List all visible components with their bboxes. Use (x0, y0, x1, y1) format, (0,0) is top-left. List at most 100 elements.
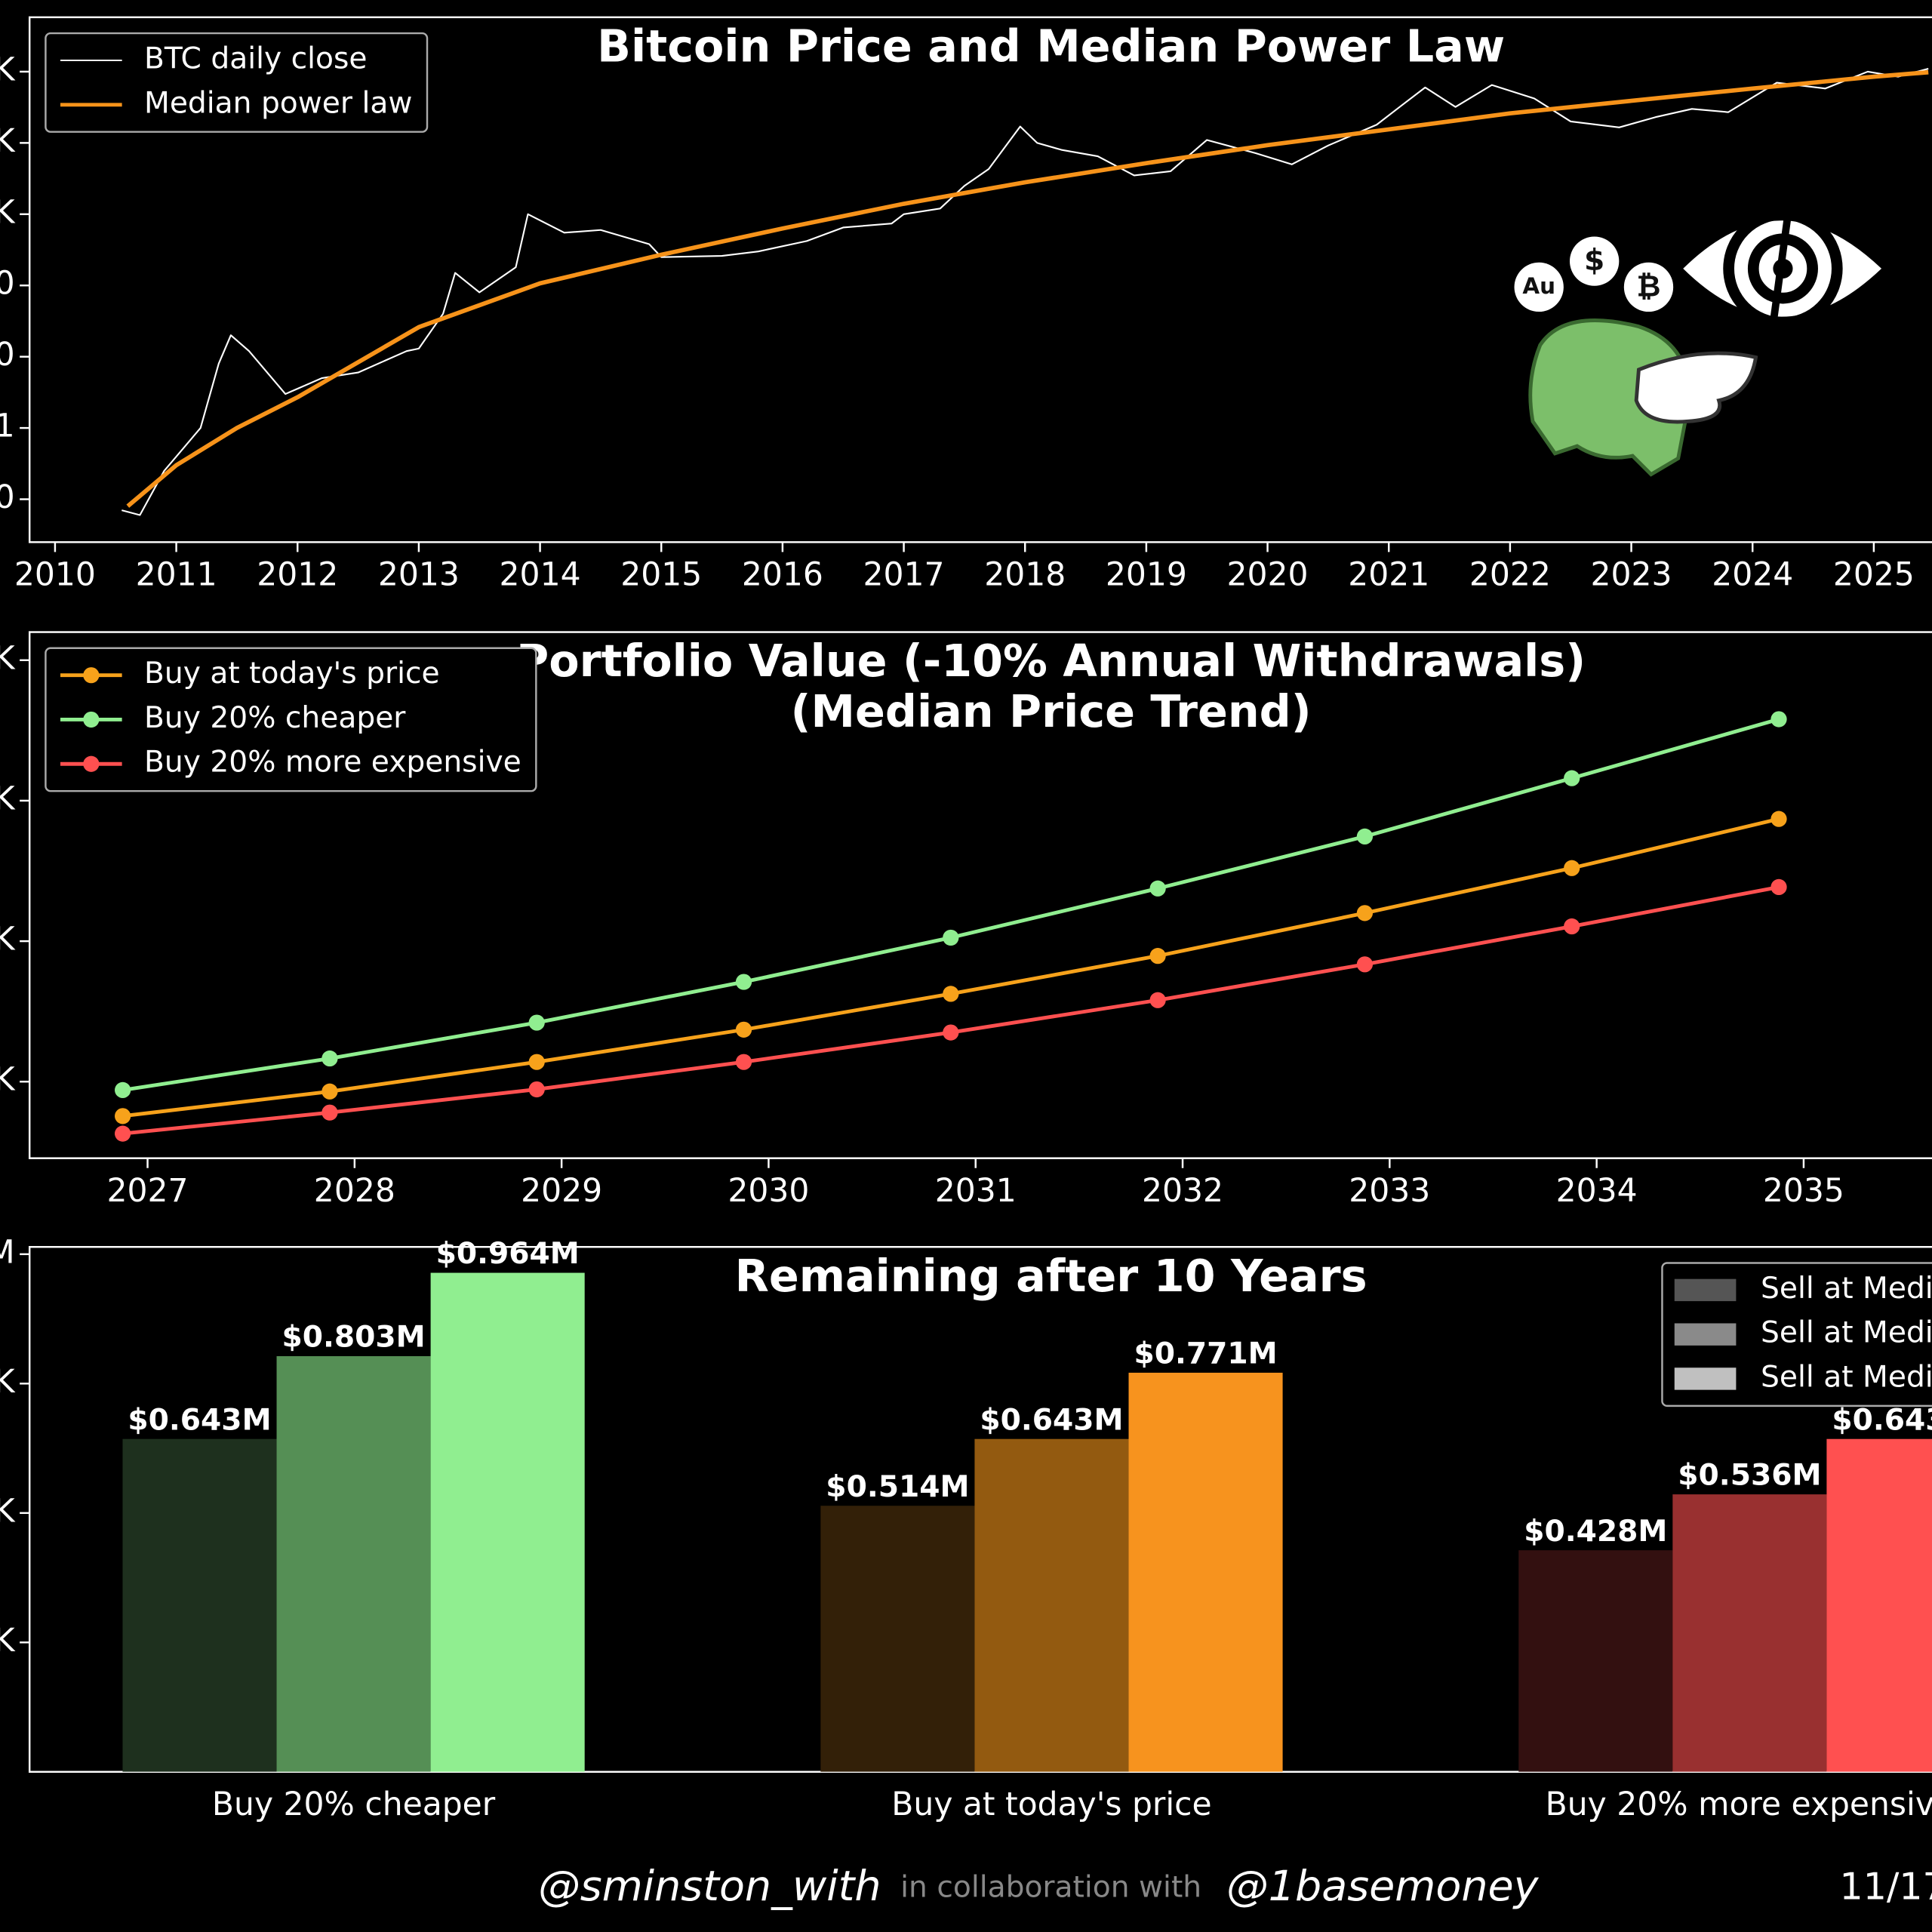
x-tick-label: 2028 (314, 1173, 395, 1210)
x-tick-label: 2019 (1106, 557, 1187, 594)
wing (1634, 351, 1758, 424)
bar (430, 1272, 585, 1772)
x-tick-label: 2010 (14, 557, 96, 594)
chart-panel: $250K $500K $750K $1M Buy 20% cheaper $0.643M… (0, 1234, 1932, 1823)
eye-ring (1723, 208, 1843, 329)
bar (974, 1438, 1129, 1772)
x-tick-label: 2035 (1763, 1173, 1844, 1210)
legend: Sell at Median -20% Sell at Median Sell at… (1661, 1262, 1932, 1407)
x-tick-label: 2029 (521, 1173, 602, 1210)
point (1564, 860, 1580, 876)
footer-handle: @sminston_with (538, 1862, 881, 1911)
legend-label: Buy 20% more expensive (144, 746, 521, 780)
axes-frame (28, 16, 1932, 543)
point (1564, 770, 1580, 786)
chart-subtitle: (Median Price Trend) (791, 685, 1312, 737)
x-tick-label: 2020 (1227, 557, 1309, 594)
bar (1128, 1372, 1283, 1772)
legend-label: Sell at Median -20% (1761, 1272, 1932, 1306)
chart-panel: $0.10 $1 $10 $100 $1K $10K $100K 2010 2011 2012 20… (0, 16, 1932, 594)
axes-frame (28, 631, 1932, 1159)
point (321, 1083, 338, 1100)
x-tick-label: 2015 (620, 557, 702, 594)
bar (820, 1506, 975, 1772)
x-tick-label: Buy at today's price (891, 1786, 1211, 1823)
point (1770, 711, 1787, 728)
coin-label: ₿ (1637, 270, 1661, 304)
chart-panel: $200K $400K $600K $800K 2027 2028 2029 2030 2031… (0, 631, 1932, 1210)
x-tick-label: 2013 (378, 557, 460, 594)
x-tick-label: 2021 (1348, 557, 1429, 594)
legend-box (45, 647, 537, 792)
y-tick-label: $800K (0, 640, 16, 677)
coin-label: Au (1522, 273, 1555, 299)
point (321, 1050, 338, 1067)
y-tick-label: $600K (0, 780, 16, 817)
bar (276, 1355, 431, 1772)
y-tick-label: $400K (0, 921, 16, 958)
footer-partner: @1basemoney (1226, 1862, 1539, 1911)
y-tick-label: $0.10 (0, 479, 15, 516)
y-tick-label: $1 (0, 408, 15, 445)
y-tick-label: $250K (0, 1623, 16, 1660)
point (1770, 878, 1787, 896)
x-tick-label: 2031 (935, 1173, 1017, 1210)
footer-collab: in collaboration with (900, 1870, 1201, 1904)
x-tick-label: 2032 (1142, 1173, 1223, 1210)
y-tick-label: $10 (0, 337, 15, 374)
point (1356, 828, 1374, 845)
point (1356, 956, 1374, 973)
legend-label: Median power law (144, 86, 412, 120)
y-tick-label: $1M (0, 1234, 15, 1271)
point (115, 1081, 131, 1099)
legend: Buy at today's price Buy 20% cheaper Buy 2… (45, 647, 537, 792)
point (943, 986, 959, 1002)
legend: BTC daily close Median power law (45, 32, 429, 133)
legend-marker (83, 711, 100, 728)
bar (122, 1438, 277, 1772)
legend-label: Sell at Median (1761, 1316, 1932, 1350)
y-tick-label: $100 (0, 266, 15, 303)
point (528, 1081, 545, 1098)
y-tick-label: $500K (0, 1493, 16, 1530)
plot-area (115, 711, 1787, 1142)
x-tick-label: 2014 (500, 557, 581, 594)
chart-title: Portfolio Value (-10% Annual Withdrawals… (516, 635, 1586, 687)
bar (1518, 1550, 1673, 1772)
point (943, 1024, 959, 1041)
point (115, 1108, 131, 1124)
y-tick-label: $10K (0, 123, 16, 160)
point (1149, 880, 1166, 897)
x-tick-label: 2017 (863, 557, 945, 594)
legend-label: BTC daily close (144, 42, 367, 75)
footer-date: 11/17/2025 (1840, 1865, 1932, 1908)
x-tick-label: 2011 (136, 557, 217, 594)
point (321, 1104, 338, 1121)
point (1149, 948, 1166, 964)
eye-slash (1767, 196, 1795, 343)
bar-value-label: $0.643M (980, 1403, 1123, 1437)
bar-value-label: $0.536M (1678, 1459, 1821, 1493)
bar-value-label: $0.643M (1832, 1403, 1932, 1437)
legend-marker (83, 667, 100, 684)
legend-swatch (1674, 1323, 1737, 1346)
logo: Au $ ₿ (1514, 196, 1882, 477)
x-tick-label: 2023 (1591, 557, 1672, 594)
coin (1514, 262, 1564, 312)
y-tick-label: $200K (0, 1062, 16, 1099)
legend-label: Buy at today's price (144, 657, 440, 691)
x-tick-label: 2027 (107, 1173, 189, 1210)
plot-area (122, 68, 1929, 516)
y-tick-label: $1K (0, 194, 16, 231)
x-tick-label: 2018 (984, 557, 1066, 594)
bar-value-label: $0.643M (128, 1403, 271, 1437)
bar-value-label: $0.771M (1134, 1337, 1277, 1371)
x-tick-label: 2034 (1556, 1173, 1638, 1210)
x-tick-label: 2033 (1349, 1173, 1430, 1210)
chart-title: Bitcoin Price and Median Power Law (597, 20, 1505, 72)
legend-label: Sell at Median +20% (1761, 1360, 1932, 1394)
legend-label: Buy 20% cheaper (144, 701, 406, 735)
point (943, 929, 959, 946)
